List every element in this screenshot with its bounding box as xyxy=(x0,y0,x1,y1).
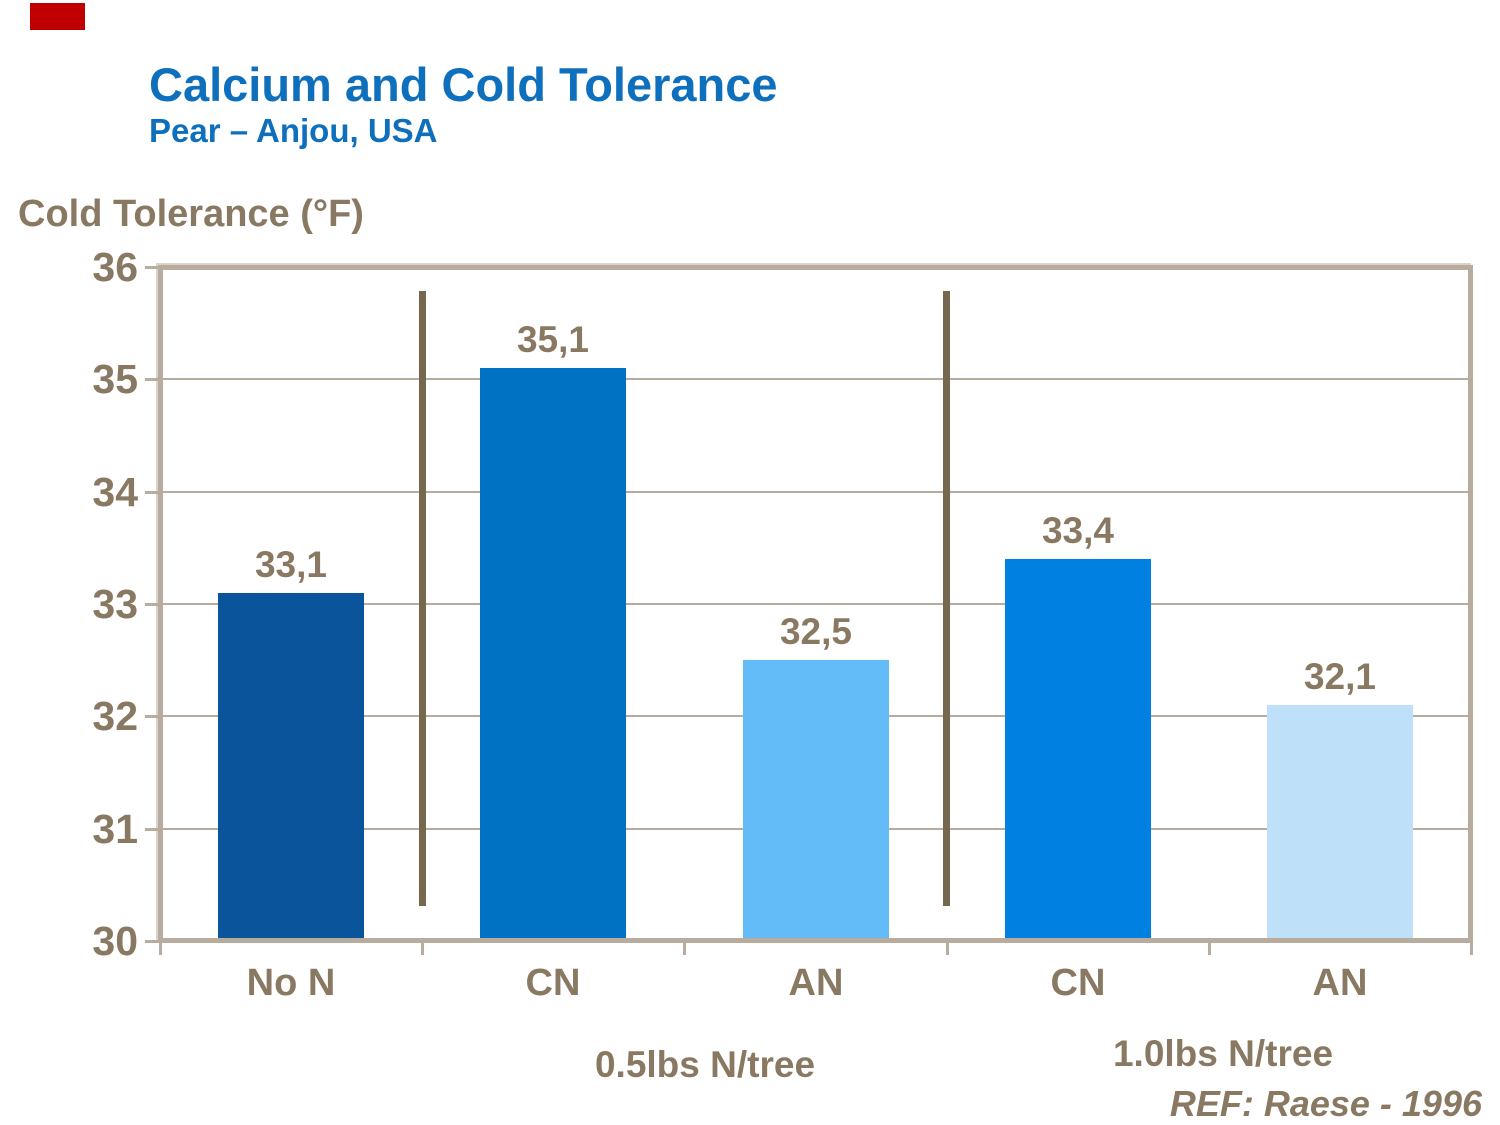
page-title: Calcium and Cold Tolerance xyxy=(149,58,778,111)
y-tick-mark-36 xyxy=(145,266,159,269)
bar-an-2 xyxy=(1267,705,1413,938)
bar-value-label-an-2: 32,1 xyxy=(1303,656,1376,697)
bar-value-label-no-n: 33,1 xyxy=(254,544,327,585)
y-tick-mark-32 xyxy=(145,715,159,718)
x-tick-mark-2 xyxy=(683,941,686,955)
page-subtitle: Pear – Anjou, USA xyxy=(149,112,438,149)
x-tick-mark-0 xyxy=(159,941,162,955)
y-tick-mark-33 xyxy=(145,603,159,606)
group-label-0.5lbs: 0.5lbs N/tree xyxy=(594,1044,816,1085)
gridline-34 xyxy=(163,491,1468,493)
reference-note: REF: Raese - 1996 xyxy=(1169,1083,1482,1124)
x-tick-mark-1 xyxy=(421,941,424,955)
y-tick-mark-31 xyxy=(145,828,159,831)
y-tick-label-35: 35 xyxy=(92,356,138,402)
gridline-33 xyxy=(163,603,1468,605)
y-tick-label-33: 33 xyxy=(92,581,138,627)
x-category-label-cn-2: CN xyxy=(1050,962,1106,1004)
bar-cn-2 xyxy=(1005,559,1151,938)
bar-no-n xyxy=(218,593,364,938)
y-tick-label-32: 32 xyxy=(92,693,138,739)
group-label-1.0lbs: 1.0lbs N/tree xyxy=(1112,1033,1334,1074)
y-tick-label-36: 36 xyxy=(92,244,138,290)
y-tick-label-30: 30 xyxy=(92,918,138,964)
y-tick-mark-35 xyxy=(145,378,159,381)
x-tick-mark-4 xyxy=(1208,941,1211,955)
x-category-label-no-n: No N xyxy=(246,962,336,1004)
x-category-label-an-2: AN xyxy=(1312,962,1368,1004)
gridline-35 xyxy=(163,378,1468,380)
red-accent-box xyxy=(30,3,85,30)
y-tick-mark-30 xyxy=(145,940,159,943)
bar-an-1 xyxy=(743,660,889,938)
y-tick-mark-34 xyxy=(145,491,159,494)
bar-value-label-cn-2: 33,4 xyxy=(1041,510,1114,551)
bar-value-label-cn-1: 35,1 xyxy=(516,319,589,360)
y-tick-label-31: 31 xyxy=(92,806,138,852)
bar-value-label-an-1: 32,5 xyxy=(779,611,852,652)
x-category-label-cn-1: CN xyxy=(525,962,581,1004)
bar-cn-1 xyxy=(480,368,626,938)
group-divider-2 xyxy=(943,291,950,906)
x-category-label-an-1: AN xyxy=(788,962,844,1004)
y-axis-title: Cold Tolerance (°F) xyxy=(18,193,364,235)
y-tick-label-34: 34 xyxy=(92,469,138,515)
group-divider-1 xyxy=(419,291,426,906)
x-tick-mark-3 xyxy=(946,941,949,955)
x-tick-mark-5 xyxy=(1470,941,1473,955)
plot-area-border xyxy=(158,265,1473,943)
